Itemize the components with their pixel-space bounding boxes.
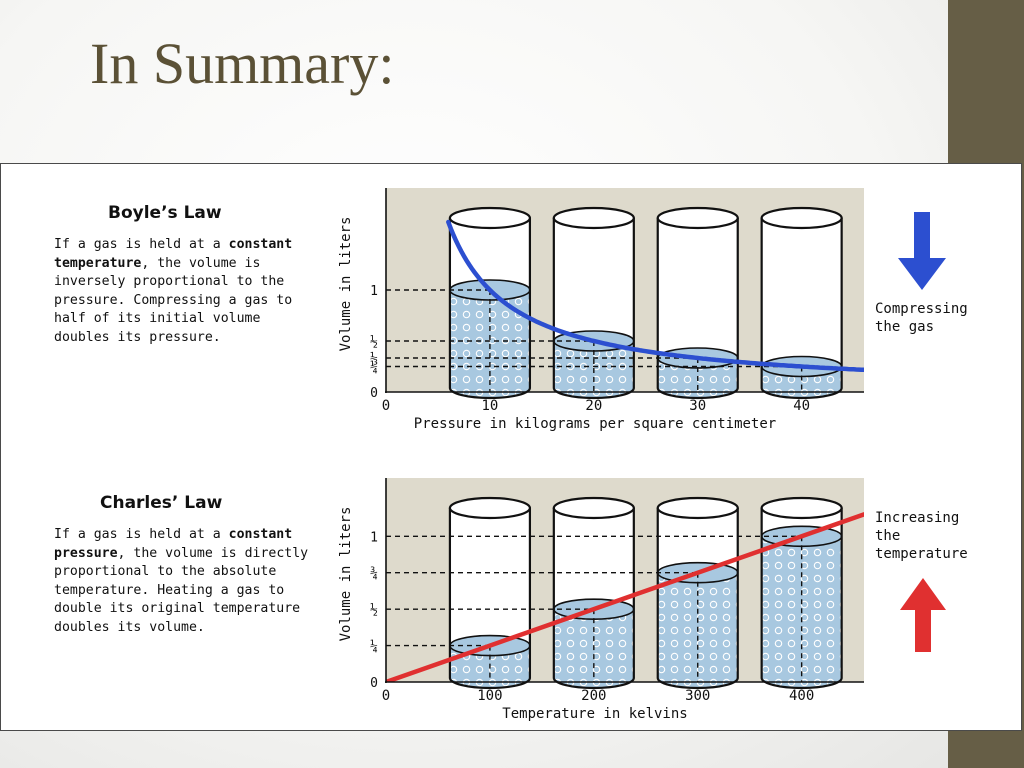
boyle-heading: Boyle’s Law — [108, 203, 222, 223]
y-tick-label: 0 — [370, 386, 378, 401]
cylinder-top — [448, 496, 532, 520]
x-tick-label: 30 — [689, 398, 706, 414]
cylinder — [448, 206, 532, 400]
y-axis-label: Volume in liters — [338, 507, 354, 642]
charles-description: If a gas is held at a constant pressure,… — [54, 526, 316, 638]
cylinder-top — [552, 496, 635, 520]
x-tick-label: 300 — [685, 688, 710, 704]
y-axis-label: Volume in liters — [338, 217, 354, 352]
charles-text-start: If a gas is held at a — [54, 527, 229, 542]
slide-title: In Summary: — [90, 31, 395, 96]
charles-heading: Charles’ Law — [100, 493, 223, 513]
data-curve — [446, 219, 864, 373]
charles-chart: 0 ¼ ½ ¾ 1 0 100 200 300 400 Temperature in kelvins… — [338, 478, 864, 722]
y-tick-label: ¾ — [370, 567, 378, 582]
compressing-label: Compressing the gas — [875, 301, 968, 335]
y-tick-label: ⅓ — [370, 352, 378, 367]
x-tick-label: 0 — [382, 398, 390, 414]
y-tick-label: 0 — [370, 676, 378, 691]
x-tick-label: 10 — [481, 398, 498, 414]
cylinder — [552, 206, 635, 400]
y-tick-label: 1 — [370, 284, 378, 299]
cylinder — [656, 496, 739, 690]
charles-text-bold: constant pressure — [54, 527, 293, 561]
x-axis-label: Pressure in kilograms per square centime… — [414, 416, 776, 432]
x-tick-label: 40 — [793, 398, 810, 414]
y-tick-label: ¼ — [370, 640, 378, 655]
data-curve — [386, 512, 864, 682]
x-tick-label: 0 — [382, 688, 390, 704]
charles-text-end: , the volume is directly proportional to… — [54, 545, 309, 635]
cylinder-top — [656, 496, 739, 520]
cylinder — [552, 496, 635, 690]
y-tick-label: ¼ — [370, 361, 378, 376]
cylinder-top — [656, 206, 739, 230]
y-tick-label: 1 — [370, 530, 378, 545]
x-tick-label: 20 — [585, 398, 602, 414]
up-arrow-icon — [900, 578, 946, 652]
cylinder-top — [760, 496, 843, 520]
x-axis-label: Temperature in kelvins — [502, 706, 687, 722]
x-tick-label: 400 — [789, 688, 814, 704]
cylinder — [448, 496, 532, 690]
down-arrow-icon — [898, 212, 946, 290]
cylinder-top — [448, 206, 532, 230]
y-tick-label: ½ — [370, 603, 378, 618]
x-tick-label: 200 — [581, 688, 606, 704]
cylinder-top — [552, 206, 635, 230]
increasing-temperature-label: Increasing the temperature — [875, 510, 968, 562]
cylinder-top — [760, 206, 843, 230]
y-tick-label: ½ — [370, 335, 378, 350]
cylinder — [656, 206, 739, 400]
x-tick-label: 100 — [477, 688, 502, 704]
boyle-text-bold: constant temperature — [54, 237, 293, 271]
boyle-text-start: If a gas is held at a — [54, 237, 229, 252]
boyle-text-end: , the volume is inversely proportional t… — [54, 255, 293, 345]
boyle-description: If a gas is held at a constant temperatu… — [54, 236, 316, 348]
